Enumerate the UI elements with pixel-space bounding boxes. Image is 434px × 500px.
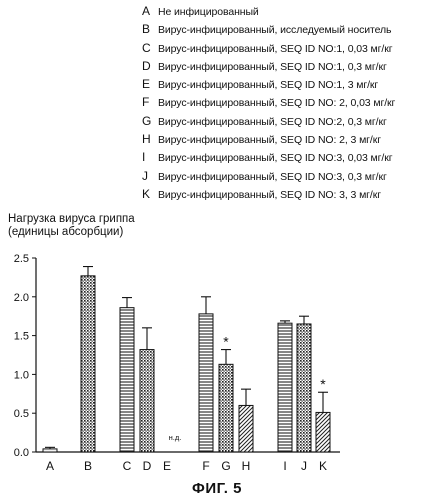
bar-c [120, 308, 134, 452]
y-tick-label: 1.0 [14, 369, 29, 381]
x-tick-label-k: K [319, 459, 327, 473]
significance-marker-g: * [223, 334, 229, 350]
x-tick-label-i: I [283, 459, 286, 473]
bar-chart: 0.0 0.5 1.0 1.5 2.0 2.5 A B CDE FGH I JK * * н.д. [0, 0, 434, 480]
x-tick-label-d: D [143, 459, 152, 473]
y-tick-label: 1.5 [14, 331, 29, 343]
x-tick-label-g: G [221, 459, 230, 473]
figure-caption: ФИГ. 5 [0, 480, 434, 497]
bar-d [140, 350, 154, 452]
x-tick-label-h: H [242, 459, 251, 473]
significance-marker-k: * [320, 376, 326, 392]
x-tick-label-j: J [301, 459, 307, 473]
bar-j [297, 324, 311, 452]
bar-k [316, 412, 330, 452]
not-determined-label: н.д. [169, 433, 182, 442]
bar-f [199, 314, 213, 452]
x-tick-label-a: A [46, 459, 54, 473]
bar-b [81, 276, 95, 452]
bar-a [43, 449, 57, 452]
bar-g [219, 364, 233, 452]
bars: * * н.д. [43, 267, 330, 452]
y-tick-label: 2.0 [14, 292, 29, 304]
x-tick-label-b: B [84, 459, 92, 473]
y-tick-label: 2.5 [14, 253, 29, 265]
bar-i [278, 323, 292, 452]
y-tick-label: 0.5 [14, 408, 29, 420]
x-tick-label-e: E [163, 459, 171, 473]
x-tick-label-f: F [202, 459, 209, 473]
bar-h [239, 405, 253, 452]
y-tick-label: 0.0 [14, 447, 29, 459]
x-tick-label-c: C [123, 459, 132, 473]
